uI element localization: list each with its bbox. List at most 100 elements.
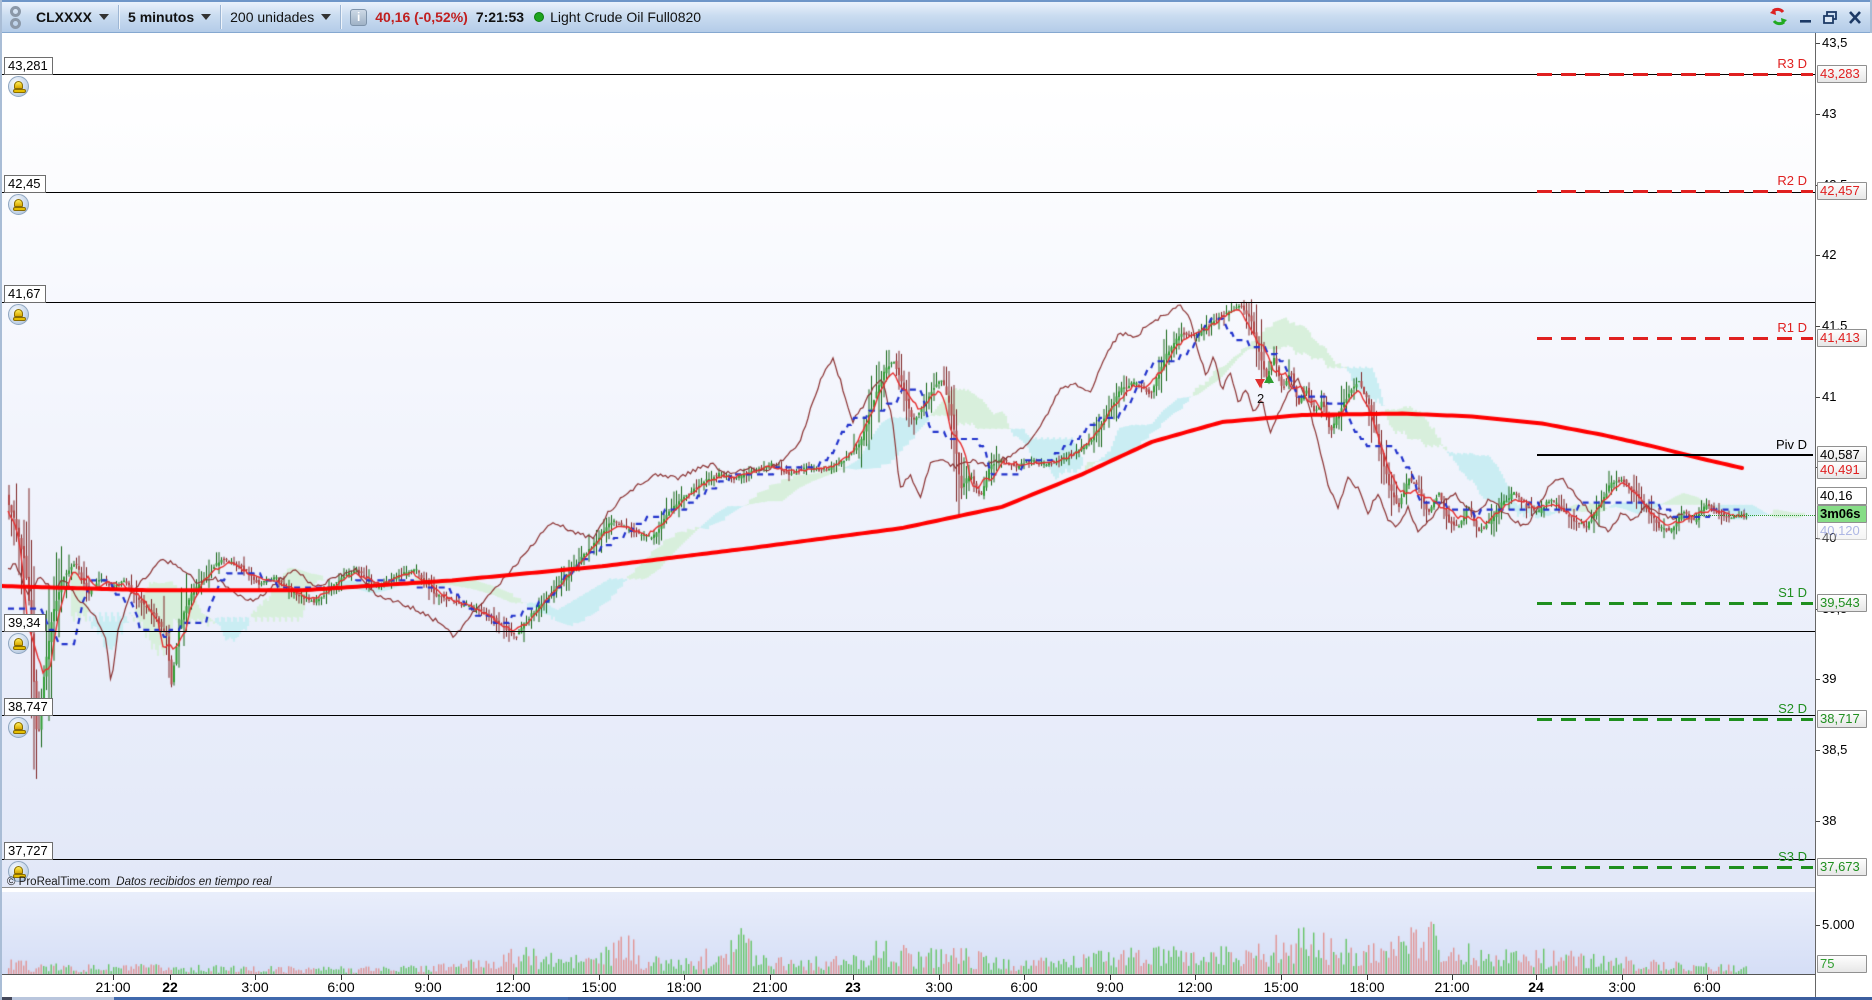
- link-ring-icon: [10, 5, 21, 17]
- time-tick: [1195, 975, 1196, 980]
- units-label: 200 unidades: [230, 9, 315, 25]
- bell-glyph: [13, 866, 26, 879]
- price-tick-label: 41,5: [1822, 317, 1848, 333]
- alert-bell-icon[interactable]: [8, 861, 29, 883]
- minimize-icon[interactable]: [1799, 11, 1813, 23]
- quote-price: 40,16 (-0,52%): [375, 9, 468, 25]
- price-axis[interactable]: 43,54342,54241,54140,54039,53938,53843,2…: [1815, 33, 1872, 997]
- alert-price-label[interactable]: 39,34: [4, 614, 46, 633]
- close-icon[interactable]: [1848, 10, 1862, 24]
- time-tick: [770, 975, 771, 980]
- bell-glyph: [13, 638, 26, 651]
- pivot-line-s2-d[interactable]: [1537, 718, 1813, 722]
- time-axis-label: 9:00: [1096, 979, 1124, 995]
- pivot-line-s3-d[interactable]: [1537, 866, 1813, 870]
- axis-value-box: 40,491: [1817, 461, 1867, 479]
- alert-price-label[interactable]: 38,747: [4, 698, 53, 717]
- chevron-down-icon: [99, 14, 110, 20]
- pivot-value-box: 42,457: [1817, 181, 1867, 200]
- time-axis-label: 6:00: [327, 979, 355, 995]
- price-pane[interactable]: 43,281 42,45 41,67 39,34 38,747 37,727 R3 D R2 …: [2, 33, 1815, 888]
- pivot-name-label: S1 D: [1778, 584, 1807, 600]
- pivot-value-box: 39,543: [1817, 593, 1867, 612]
- symbol-dropdown[interactable]: CLXXXX: [27, 2, 118, 32]
- pivot-value-box: 41,413: [1817, 329, 1867, 348]
- timeframe-dropdown[interactable]: 5 minutos: [119, 2, 220, 32]
- alert-line[interactable]: [2, 191, 1815, 193]
- units-dropdown[interactable]: 200 unidades: [221, 2, 340, 32]
- pivot-line-piv-d[interactable]: [1537, 453, 1813, 456]
- price-tick-label: 41: [1822, 388, 1837, 404]
- time-tick: [1024, 975, 1025, 980]
- time-tick: [853, 975, 854, 980]
- alert-bell-icon[interactable]: [8, 76, 29, 98]
- volume-canvas[interactable]: [2, 892, 1815, 974]
- pivot-line-r3-d[interactable]: [1537, 72, 1813, 76]
- time-axis-label: 21:00: [752, 979, 788, 995]
- buy-arrow-icon: [1264, 374, 1274, 383]
- link-grip-icon[interactable]: [2, 5, 27, 29]
- bell-glyph: [13, 81, 26, 94]
- alert-line[interactable]: [2, 859, 1815, 861]
- price-tick-label: 40: [1822, 530, 1837, 545]
- axis-value-box: 75: [1817, 955, 1867, 973]
- time-tick: [939, 975, 940, 980]
- alert-line[interactable]: [2, 74, 1815, 76]
- alert-price-label[interactable]: 41,67: [4, 284, 46, 303]
- time-tick: [1707, 975, 1708, 980]
- sell-arrow-icon: [1255, 379, 1265, 388]
- quote-clock: 7:21:53: [475, 9, 525, 25]
- time-axis-label: 12:00: [1177, 979, 1213, 995]
- time-tick: [428, 975, 429, 980]
- price-tick-label: 43,5: [1822, 35, 1848, 51]
- time-axis[interactable]: 21:00 22 3:00 6:00 9:00 12:00 15:00 18:00 21:00 2…: [2, 975, 1815, 997]
- time-axis-label: 3:00: [241, 979, 269, 995]
- pivot-line-s1-d[interactable]: [1537, 601, 1813, 605]
- price-tick: [1816, 538, 1820, 539]
- axis-value-box: 40,120: [1817, 522, 1867, 540]
- toolbar: CLXXXX 5 minutos 200 unidades i 40,16 (-…: [2, 0, 1870, 33]
- link-ring-icon: [10, 17, 21, 29]
- info-icon[interactable]: i: [350, 8, 368, 26]
- alert-bell-icon[interactable]: [8, 633, 29, 655]
- pivot-line-r2-d[interactable]: [1537, 189, 1813, 193]
- alert-price-label[interactable]: 37,727: [4, 842, 53, 861]
- refresh-icon[interactable]: [1767, 7, 1789, 27]
- alert-price-label[interactable]: 42,45: [4, 174, 46, 193]
- volume-pane[interactable]: [2, 892, 1815, 975]
- price-tick: [1816, 43, 1820, 45]
- time-tick: [599, 975, 600, 980]
- toolbar-separator: [220, 5, 222, 29]
- market-open-icon: [534, 12, 545, 22]
- alert-line[interactable]: [2, 715, 1815, 717]
- price-tick-label: 38,5: [1822, 742, 1848, 758]
- price-tick-label: 39: [1822, 671, 1837, 687]
- price-tick: [1816, 820, 1820, 822]
- time-axis-label: 23: [845, 979, 861, 995]
- alert-line[interactable]: [2, 301, 1815, 303]
- time-axis-label: 3:00: [1608, 979, 1636, 995]
- axis-value-box: 3m06s: [1817, 505, 1867, 523]
- time-tick: [341, 975, 342, 980]
- alert-line[interactable]: [2, 631, 1815, 633]
- alert-bell-icon[interactable]: [8, 303, 29, 325]
- pivot-line-r1-d[interactable]: [1537, 337, 1813, 341]
- pivot-value-box: 43,283: [1817, 64, 1867, 83]
- restore-icon[interactable]: [1823, 10, 1838, 24]
- bell-glyph: [13, 198, 26, 211]
- time-axis-label: 9:00: [414, 979, 442, 995]
- bell-glyph: [13, 308, 26, 321]
- volume-tick: [1816, 925, 1820, 926]
- instrument-name: Light Crude Oil Full0820: [550, 9, 702, 25]
- pivot-value-box: 38,717: [1817, 710, 1867, 729]
- pivot-name-label: R3 D: [1777, 55, 1807, 71]
- time-tick: [1367, 975, 1368, 980]
- alert-price-label[interactable]: 43,281: [4, 57, 53, 76]
- price-tick-label: 38: [1822, 812, 1837, 828]
- time-axis-label: 18:00: [1349, 979, 1385, 995]
- alert-bell-icon[interactable]: [8, 193, 29, 215]
- price-chart-canvas[interactable]: [2, 33, 1815, 887]
- alert-bell-icon[interactable]: [8, 717, 29, 739]
- time-axis-label: 21:00: [95, 979, 131, 995]
